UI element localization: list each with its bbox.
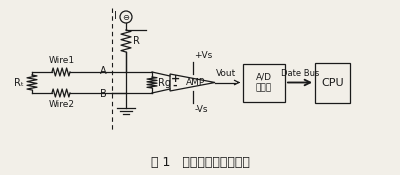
Text: Wire2: Wire2 — [49, 100, 75, 109]
Text: CPU: CPU — [321, 78, 344, 88]
Text: Rg: Rg — [158, 78, 171, 88]
Text: B: B — [100, 89, 107, 99]
Text: Rₜ: Rₜ — [14, 78, 24, 88]
Text: $\ominus$: $\ominus$ — [122, 13, 131, 22]
Text: R: R — [133, 36, 140, 46]
Text: -Vs: -Vs — [194, 105, 208, 114]
Bar — [315, 62, 350, 103]
Bar — [243, 64, 285, 102]
Text: AMP: AMP — [186, 78, 205, 87]
Text: +: + — [170, 74, 180, 84]
Text: Vout: Vout — [216, 68, 236, 78]
Text: A/D
转换器: A/D 转换器 — [256, 72, 272, 93]
Text: A: A — [100, 66, 107, 76]
Text: Wire1: Wire1 — [49, 56, 75, 65]
Text: Date Bus: Date Bus — [281, 68, 319, 78]
Text: -: - — [173, 81, 177, 91]
Text: +Vs: +Vs — [194, 51, 213, 60]
Text: 图 1   两线制电阻测量电路: 图 1 两线制电阻测量电路 — [150, 156, 250, 169]
Text: I: I — [114, 11, 117, 21]
